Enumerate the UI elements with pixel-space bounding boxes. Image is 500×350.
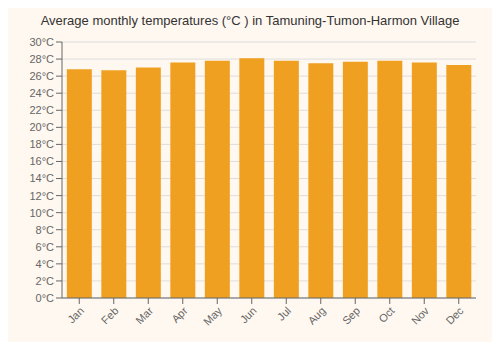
svg-text:Mar: Mar <box>133 304 155 326</box>
svg-text:22°C: 22°C <box>29 104 54 116</box>
svg-text:Aug: Aug <box>305 304 327 326</box>
svg-text:Jul: Jul <box>275 304 293 322</box>
html-text:Average monthly temperatures (: Average monthly temperatures (°C ) in Ta… <box>40 13 460 28</box>
svg-text:Dec: Dec <box>443 304 466 327</box>
svg-text:8°C: 8°C <box>36 224 55 236</box>
svg-text:2°C: 2°C <box>36 275 55 287</box>
svg-text:10°C: 10°C <box>29 207 54 219</box>
svg-text:Oct: Oct <box>376 304 397 325</box>
svg-text:Sep: Sep <box>340 304 362 326</box>
svg-text:18°C: 18°C <box>29 138 54 150</box>
svg-text:0°C: 0°C <box>36 292 55 304</box>
svg-text:Feb: Feb <box>99 304 121 326</box>
svg-text:4°C: 4°C <box>36 258 55 270</box>
svg-text:28°C: 28°C <box>29 53 54 65</box>
svg-text:16°C: 16°C <box>29 155 54 167</box>
svg-text:Nov: Nov <box>409 304 432 327</box>
svg-text:6°C: 6°C <box>36 241 55 253</box>
svg-text:24°C: 24°C <box>29 87 54 99</box>
svg-text:14°C: 14°C <box>29 172 54 184</box>
svg-text:May: May <box>201 304 225 328</box>
svg-text:12°C: 12°C <box>29 190 54 202</box>
svg-text:26°C: 26°C <box>29 70 54 82</box>
svg-text:Jan: Jan <box>65 304 86 325</box>
svg-text:30°C: 30°C <box>29 36 54 48</box>
svg-text:Apr: Apr <box>169 304 190 325</box>
svg-text:20°C: 20°C <box>29 121 54 133</box>
svg-text:Jun: Jun <box>238 304 259 325</box>
